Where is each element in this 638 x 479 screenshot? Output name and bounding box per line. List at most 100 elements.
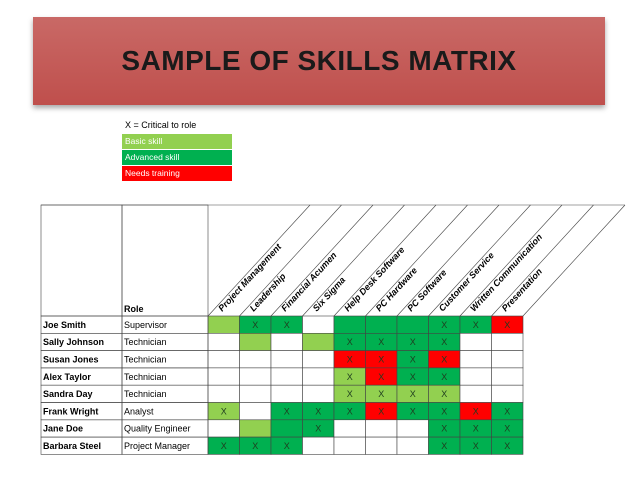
matrix-cell: [207, 315, 240, 334]
matrix-cell: [333, 436, 366, 455]
critical-mark: X: [347, 337, 353, 347]
matrix-cell: [239, 332, 272, 351]
critical-mark: X: [378, 354, 384, 364]
critical-mark: X: [315, 424, 321, 434]
critical-mark: X: [347, 372, 353, 382]
critical-mark: X: [441, 424, 447, 434]
critical-mark: X: [410, 337, 416, 347]
employee-role: Quality Engineer: [124, 424, 191, 434]
header-name-cell: [40, 204, 123, 317]
matrix-cell: [270, 384, 303, 403]
employee-name: Jane Doe: [43, 424, 83, 434]
header-slant-line: [207, 204, 311, 317]
matrix-cell: [396, 436, 429, 455]
matrix-cell: [270, 419, 303, 438]
matrix-cell: [491, 384, 524, 403]
legend-needs-training: Needs training: [122, 166, 232, 181]
header-slant-line: [522, 204, 626, 317]
matrix-cell: [459, 367, 492, 386]
skill-header: Financial Acumen: [279, 250, 339, 314]
critical-mark: X: [441, 354, 447, 364]
employee-role: Supervisor: [124, 320, 167, 330]
role-cell: [121, 436, 209, 455]
critical-mark: X: [378, 372, 384, 382]
critical-mark: X: [504, 320, 510, 330]
employee-role: Technician: [124, 337, 167, 347]
header-slant-line: [396, 204, 500, 317]
matrix-cell: [491, 367, 524, 386]
employee-name: Frank Wright: [43, 406, 98, 416]
header-role-cell: [121, 204, 209, 317]
matrix-cell: [270, 350, 303, 369]
skill-header: Help Desk Software: [342, 245, 406, 314]
role-header: Role: [124, 304, 144, 314]
page-title: SAMPLE OF SKILLS MATRIX: [121, 45, 517, 76]
employee-name: Sandra Day: [43, 389, 93, 399]
employee-name: Joe Smith: [43, 320, 86, 330]
critical-mark: X: [410, 354, 416, 364]
critical-mark: X: [441, 337, 447, 347]
header-slant-line: [239, 204, 342, 317]
matrix-cell: [239, 419, 272, 438]
header-slant-line: [270, 204, 374, 317]
critical-mark: X: [504, 406, 510, 416]
critical-mark: X: [504, 441, 510, 451]
matrix-cell: [207, 419, 240, 438]
critical-mark: X: [378, 337, 384, 347]
title-banner: SAMPLE OF SKILLS MATRIX: [33, 17, 605, 105]
legend-advanced-skill: Advanced skill: [122, 150, 232, 165]
legend-basic-skill: Basic skill: [122, 134, 232, 149]
matrix-cell: [491, 332, 524, 351]
critical-mark: X: [221, 441, 227, 451]
critical-mark: X: [410, 406, 416, 416]
matrix-cell: [302, 350, 335, 369]
matrix-cell: [396, 315, 429, 334]
critical-mark: X: [252, 441, 258, 451]
header-slant-line: [459, 204, 563, 317]
matrix-cell: [239, 402, 272, 421]
matrix-cell: [239, 367, 272, 386]
critical-mark: X: [504, 424, 510, 434]
employee-name: Sally Johnson: [43, 337, 104, 347]
critical-mark: X: [473, 424, 479, 434]
critical-mark: X: [441, 406, 447, 416]
critical-mark: X: [378, 406, 384, 416]
header-slant-line: [428, 204, 531, 317]
skill-header: Customer Service: [437, 250, 496, 313]
employee-role: Technician: [124, 372, 167, 382]
matrix-cell: [239, 350, 272, 369]
critical-mark: X: [473, 320, 479, 330]
matrix-cell: [333, 315, 366, 334]
matrix-cell: [207, 332, 240, 351]
header-slant-line: [302, 204, 405, 317]
critical-mark: X: [473, 406, 479, 416]
critical-mark: X: [252, 320, 258, 330]
matrix-cell: [491, 436, 524, 455]
critical-mark: X: [378, 389, 384, 399]
matrix-cell: [365, 419, 398, 438]
critical-mark: X: [221, 406, 227, 416]
matrix-cell: [459, 384, 492, 403]
employee-role: Technician: [124, 389, 167, 399]
critical-mark: X: [473, 441, 479, 451]
critical-mark: X: [315, 406, 321, 416]
employee-name: Alex Taylor: [43, 372, 91, 382]
matrix-cell: [459, 332, 492, 351]
matrix-cell: [302, 367, 335, 386]
matrix-cell: [270, 332, 303, 351]
matrix-cell: [365, 315, 398, 334]
employee-name: Barbara Steel: [43, 441, 101, 451]
matrix-cell: [491, 350, 524, 369]
matrix-cell: [459, 350, 492, 369]
matrix-cell: [207, 367, 240, 386]
employee-role: Analyst: [124, 406, 154, 416]
critical-mark: X: [441, 372, 447, 382]
matrix-cell: [302, 332, 335, 351]
header-slant-line: [333, 204, 437, 317]
matrix-cell: [396, 419, 429, 438]
employee-role: Project Manager: [124, 441, 190, 451]
critical-mark: X: [284, 320, 290, 330]
matrix-cell: [239, 384, 272, 403]
